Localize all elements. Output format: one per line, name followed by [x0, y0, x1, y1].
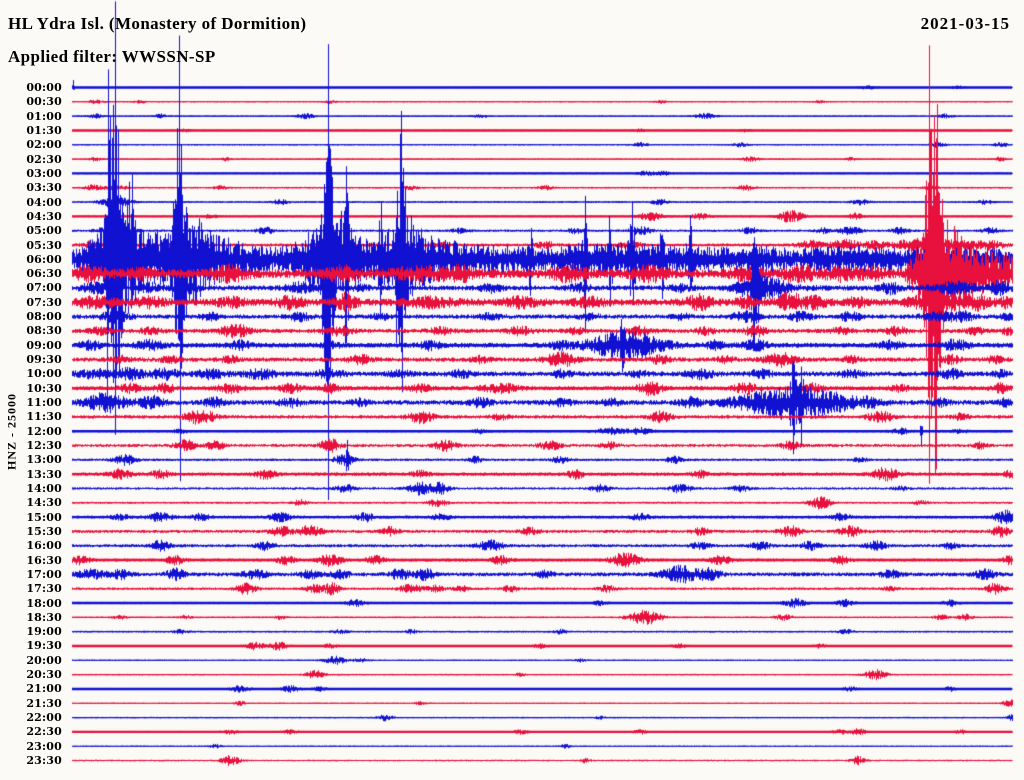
time-label: 22:30	[26, 725, 62, 739]
time-label: 21:30	[26, 696, 62, 710]
time-label: 19:00	[26, 625, 62, 639]
time-label: 12:30	[26, 439, 62, 452]
time-label: 23:30	[26, 754, 62, 768]
time-label: 16:00	[26, 539, 62, 553]
time-label: 07:30	[26, 295, 62, 309]
time-label: 03:00	[26, 166, 62, 180]
time-label: 03:30	[26, 181, 62, 195]
time-label: 15:30	[26, 524, 62, 538]
time-label: 05:00	[26, 224, 62, 238]
time-label: 23:00	[26, 739, 62, 753]
time-label: 09:00	[26, 338, 62, 352]
time-label: 06:30	[26, 267, 62, 281]
time-label: 01:00	[26, 109, 62, 123]
time-label: 10:00	[26, 367, 62, 381]
time-label: 20:00	[26, 653, 62, 667]
time-label: 04:00	[26, 195, 62, 209]
time-label: 01:30	[26, 123, 62, 137]
time-label: 21:00	[26, 682, 62, 696]
time-label: 13:00	[26, 453, 62, 467]
time-label: 18:30	[26, 610, 62, 624]
date-label: 2021-03-15	[920, 14, 1010, 33]
time-label: 17:00	[26, 567, 62, 581]
time-label: 04:30	[26, 209, 62, 223]
time-label: 12:00	[26, 424, 62, 438]
filter-label: Applied filter: WWSSN-SP	[8, 47, 216, 66]
time-label: 10:30	[26, 381, 62, 395]
time-label: 20:30	[26, 668, 62, 682]
time-label: 17:30	[26, 582, 62, 596]
time-label: 18:00	[26, 596, 62, 610]
station-title: HL Ydra Isl. (Monastery of Dormition)	[8, 14, 307, 33]
time-label: 02:30	[26, 152, 62, 166]
time-label: 08:30	[26, 324, 62, 338]
time-label: 08:00	[26, 310, 62, 324]
time-label: 02:00	[26, 138, 62, 152]
time-label: 16:30	[26, 553, 62, 567]
time-label: 05:30	[26, 238, 62, 252]
time-label: 06:00	[26, 252, 62, 266]
time-label: 09:30	[26, 353, 62, 367]
time-label: 14:00	[26, 481, 62, 495]
time-label: 22:00	[26, 711, 62, 725]
time-label: 15:00	[26, 510, 62, 524]
time-label: 11:30	[26, 410, 62, 424]
time-label: 00:30	[26, 95, 62, 109]
time-label: 19:30	[26, 639, 62, 653]
time-label: 00:00	[26, 81, 62, 94]
time-label: 07:00	[26, 281, 62, 295]
time-label: 14:30	[26, 496, 62, 510]
time-label: 11:00	[26, 396, 62, 410]
time-label: 13:30	[26, 467, 62, 481]
